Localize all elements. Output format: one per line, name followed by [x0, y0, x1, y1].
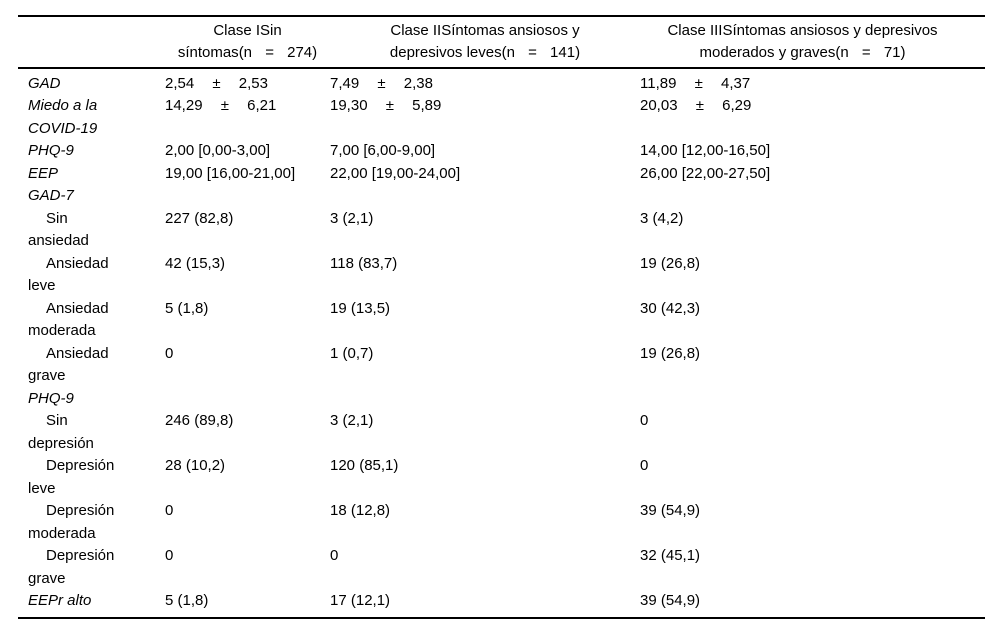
- table-row: Ansiedad grave 0 1 (0,7) 19 (26,8): [18, 343, 985, 388]
- table-body: GAD 2,54 ± 2,53 7,49 ± 2,38 11,89 ± 4,37…: [18, 69, 985, 617]
- cell-clase-1: 5 (1,8): [165, 299, 209, 317]
- cell-clase-3: 11,89 ± 4,37: [640, 74, 751, 92]
- row-label: Ansiedad leve: [28, 254, 109, 295]
- cell-clase-2: 3 (2,1): [330, 412, 374, 429]
- row-label: Depresión grave: [28, 547, 115, 587]
- table-row: EEP 19,00 [16,00-21,00] 22,00 [19,00-24,…: [18, 163, 985, 186]
- cell-clase-3: 0: [640, 412, 649, 429]
- cell-clase-1: 42 (15,3): [165, 254, 226, 272]
- cell-clase-1: 0: [165, 547, 174, 564]
- table-row: PHQ-9 2,00 [0,00-3,00] 7,00 [6,00-9,00] …: [18, 140, 985, 163]
- cell-clase-1: 14,29 ± 6,21: [165, 97, 277, 114]
- cell-clase-1: 227 (82,8): [165, 209, 234, 227]
- column-header-line1: Clase IIISíntomas ansiosos y depresivos: [667, 21, 938, 39]
- row-label: PHQ-9: [28, 142, 74, 159]
- cell-clase-3: 19 (26,8): [640, 254, 701, 272]
- table-row: EEPr alto 5 (1,8) 17 (12,1) 39 (54,9): [18, 590, 985, 613]
- column-header-text: depresivos leves: [389, 44, 502, 61]
- column-header-n-count: (n = 141): [501, 44, 581, 61]
- table-row: Depresión leve 28 (10,2) 120 (85,1) 0: [18, 455, 985, 500]
- column-header-n-count: (n = 71): [835, 44, 906, 61]
- table-top-rule: [18, 15, 985, 17]
- cell-clase-3: 20,03 ± 6,29: [640, 97, 752, 114]
- cell-clase-2: 18 (12,8): [330, 502, 391, 519]
- classes-comparison-table: Clase ISin síntomas(n = 274) Clase IISín…: [18, 15, 985, 619]
- cell-clase-2: 17 (12,1): [330, 592, 391, 609]
- cell-clase-3: 30 (42,3): [640, 299, 701, 317]
- table-bottom-rule: [18, 616, 985, 619]
- row-label: Miedo a la COVID-19: [28, 97, 98, 137]
- cell-clase-3: 26,00 [22,00-27,50]: [640, 164, 771, 182]
- table-row: GAD 2,54 ± 2,53 7,49 ± 2,38 11,89 ± 4,37: [18, 73, 985, 96]
- column-header-line2: síntomas(n = 274): [165, 42, 330, 65]
- column-header-line2: moderados y graves(n = 71): [640, 42, 965, 65]
- column-header-line2: depresivos leves(n = 141): [330, 42, 640, 65]
- column-header-line1: Clase ISin: [213, 21, 282, 39]
- cell-clase-3: 14,00 [12,00-16,50]: [640, 142, 771, 159]
- cell-clase-3: 39 (54,9): [640, 592, 701, 609]
- table-row: Ansiedad leve 42 (15,3) 118 (83,7) 19 (2…: [18, 253, 985, 298]
- cell-clase-1: 19,00 [16,00-21,00]: [165, 164, 296, 182]
- cell-clase-3: 3 (4,2): [640, 209, 684, 227]
- cell-clase-2: 7,00 [6,00-9,00]: [330, 142, 436, 159]
- table-header-row: Clase ISin síntomas(n = 274) Clase IISín…: [18, 17, 985, 67]
- cell-clase-3: 19 (26,8): [640, 344, 701, 362]
- table-row: Ansiedad moderada 5 (1,8) 19 (13,5) 30 (…: [18, 298, 985, 343]
- cell-clase-1: 2,54 ± 2,53: [165, 74, 268, 92]
- column-header-clase-3: Clase IIISíntomas ansiosos y depresivos …: [640, 20, 985, 65]
- cell-clase-1: 28 (10,2): [165, 457, 226, 474]
- table-row: Depresión moderada 0 18 (12,8) 39 (54,9): [18, 500, 985, 545]
- column-header-clase-1: Clase ISin síntomas(n = 274): [165, 20, 330, 65]
- table-row: Sin depresión 246 (89,8) 3 (2,1) 0: [18, 410, 985, 455]
- column-header-line1: Clase IISíntomas ansiosos y: [390, 21, 580, 39]
- cell-clase-3: 0: [640, 457, 649, 474]
- row-label: GAD: [28, 74, 61, 92]
- row-label: GAD-7: [28, 187, 74, 204]
- table-row: PHQ-9: [18, 388, 985, 411]
- row-label: Sin depresión: [28, 412, 94, 452]
- table-row: Miedo a la COVID-19 14,29 ± 6,21 19,30 ±…: [18, 95, 985, 140]
- column-header-n-count: (n = 274): [238, 44, 318, 61]
- row-label: PHQ-9: [28, 389, 74, 407]
- cell-clase-2: 118 (83,7): [330, 254, 398, 272]
- row-label: Ansiedad moderada: [28, 299, 109, 340]
- table-row: Depresión grave 0 0 32 (45,1): [18, 545, 985, 590]
- cell-clase-2: 19,30 ± 5,89: [330, 97, 442, 114]
- cell-clase-2: 0: [330, 547, 339, 564]
- cell-clase-2: 1 (0,7): [330, 344, 374, 362]
- row-label: Depresión moderada: [28, 502, 115, 542]
- cell-clase-1: 5 (1,8): [165, 592, 209, 609]
- column-header-text: síntomas: [177, 44, 239, 61]
- cell-clase-1: 2,00 [0,00-3,00]: [165, 142, 271, 159]
- row-label: EEP: [28, 164, 59, 182]
- cell-clase-2: 22,00 [19,00-24,00]: [330, 164, 461, 182]
- cell-clase-2: 19 (13,5): [330, 299, 391, 317]
- table-row: Sin ansiedad 227 (82,8) 3 (2,1) 3 (4,2): [18, 208, 985, 253]
- column-header-clase-2: Clase IISíntomas ansiosos y depresivos l…: [330, 20, 640, 65]
- row-label: Depresión leve: [28, 457, 115, 497]
- row-label: Sin ansiedad: [28, 209, 89, 250]
- table-header-rule: [18, 66, 985, 69]
- column-header-text: moderados y graves: [699, 44, 836, 61]
- row-label: Ansiedad grave: [28, 344, 109, 385]
- table-row: GAD-7: [18, 185, 985, 208]
- cell-clase-1: 0: [165, 502, 174, 519]
- cell-clase-2: 120 (85,1): [330, 457, 399, 474]
- cell-clase-3: 39 (54,9): [640, 502, 701, 519]
- cell-clase-2: 3 (2,1): [330, 209, 374, 227]
- cell-clase-1: 246 (89,8): [165, 412, 234, 429]
- cell-clase-3: 32 (45,1): [640, 547, 701, 564]
- row-label: EEPr alto: [28, 592, 92, 609]
- cell-clase-1: 0: [165, 344, 174, 362]
- cell-clase-2: 7,49 ± 2,38: [330, 74, 433, 92]
